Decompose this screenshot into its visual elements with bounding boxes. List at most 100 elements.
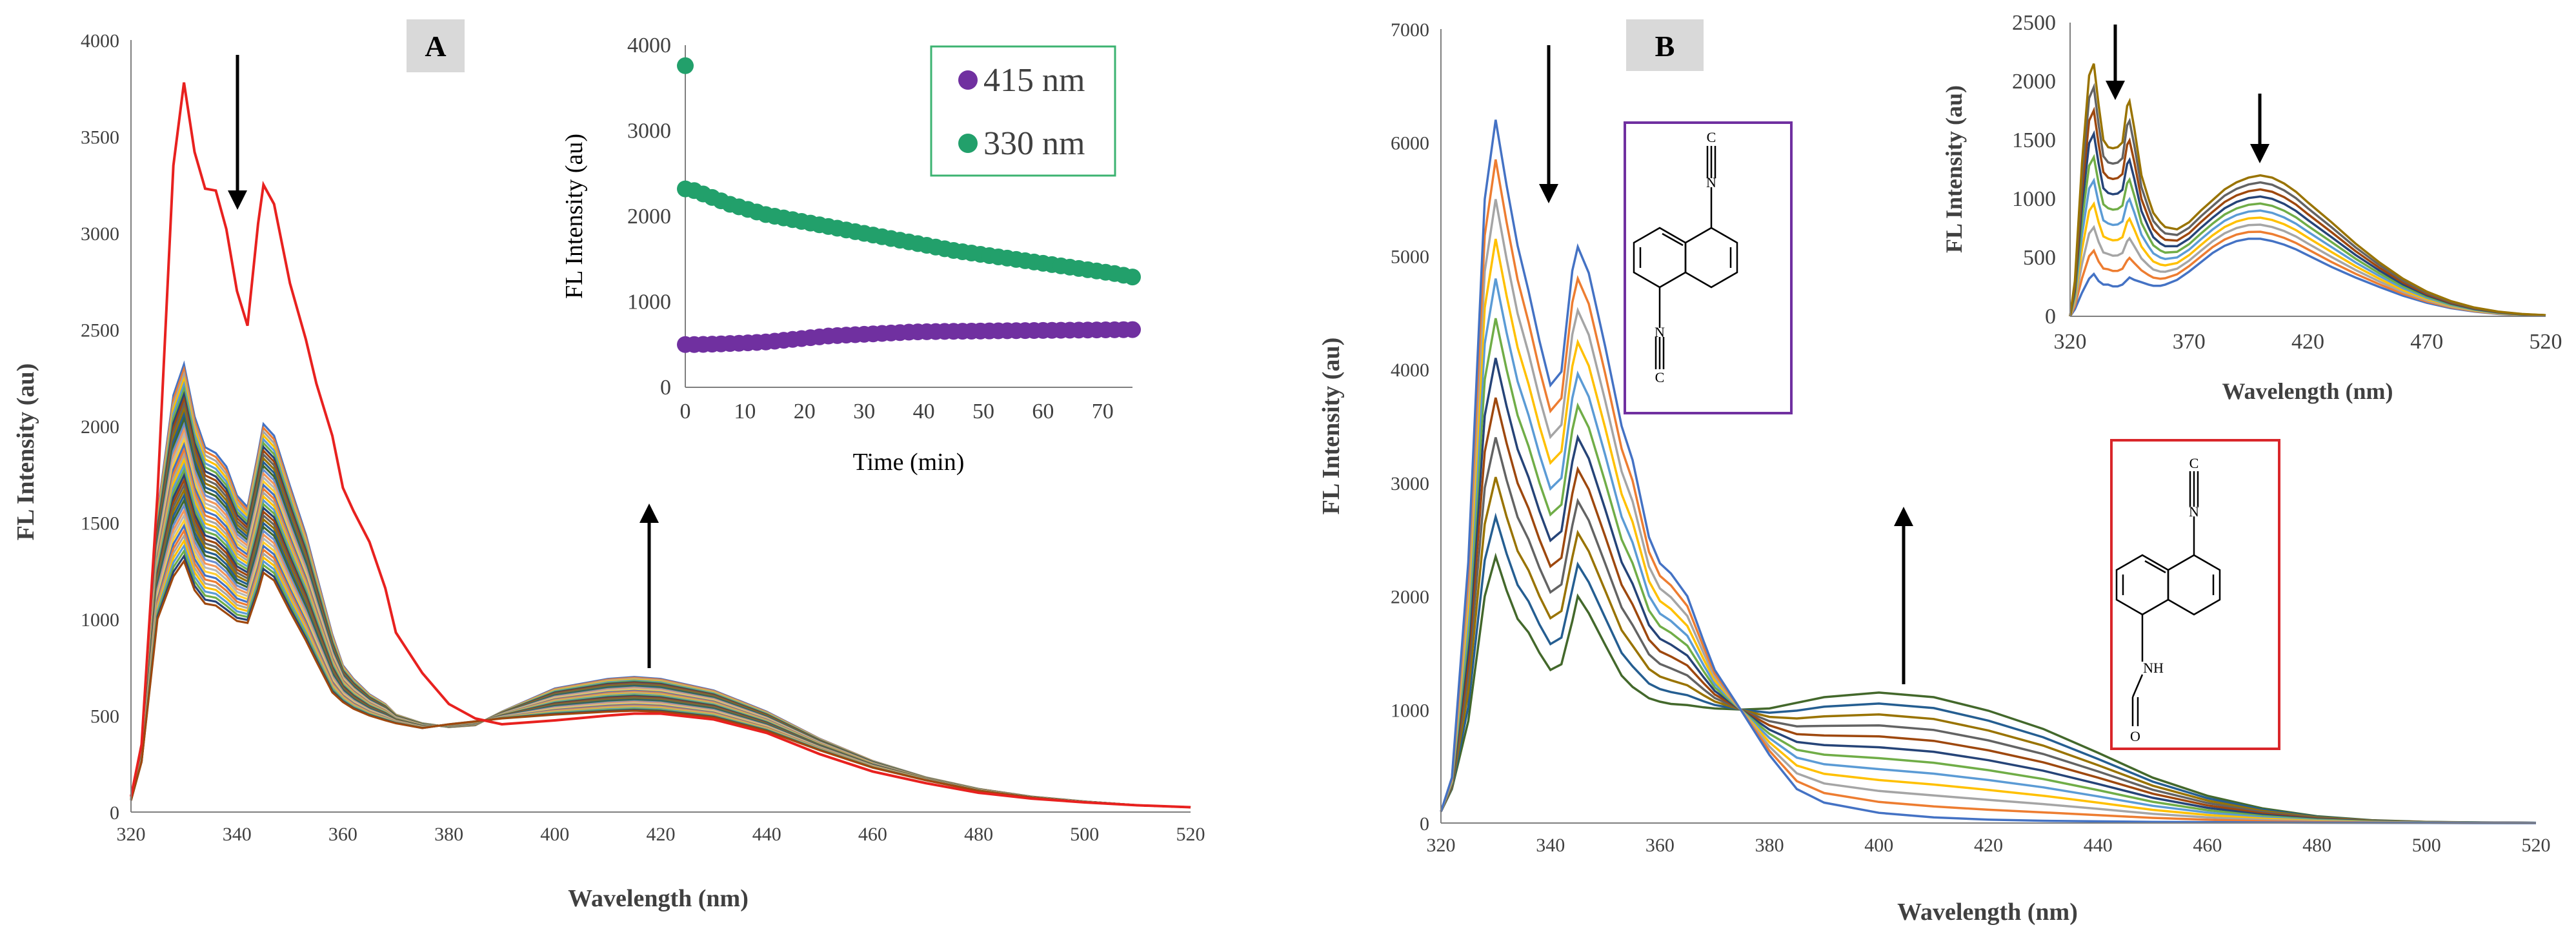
panel-a-x-tick-label: 480	[964, 824, 993, 845]
panel-a-initial-spectrum-line	[130, 82, 1191, 809]
inset-a-x-tick-label: 10	[734, 400, 756, 423]
inset-b-x-axis-title: Wavelength (nm)	[2222, 378, 2393, 404]
panel-b-spectrum-line	[1440, 159, 2537, 824]
panel-b-x-tick-label: 460	[2193, 835, 2222, 856]
panel-b-x-tick-label: 360	[1645, 835, 1675, 856]
panel-a-x-axis-title: Wavelength (nm)	[568, 885, 749, 912]
inset-b-y-axis-title: FL Intensity (au)	[1941, 85, 1967, 253]
legend-330-marker	[958, 134, 978, 153]
inset-b-y-tick-label: 2500	[2012, 11, 2056, 35]
panel-a-spectra-group	[130, 82, 1191, 809]
inset-a-y-tick-label: 1000	[627, 290, 671, 314]
svg-text:C: C	[1707, 129, 1716, 145]
inset-a-y-tick-label: 3000	[627, 119, 671, 143]
panel-b-y-tick-label: 1000	[1391, 700, 1429, 721]
inset-a-point-415	[1124, 321, 1141, 338]
inset-b-y-ticks: 0 500 1000 1500 2000 2500	[2012, 11, 2056, 329]
svg-text:N: N	[1655, 324, 1665, 340]
panel-a-x-tick-label: 320	[117, 824, 146, 845]
panel-b-x-tick-label: 520	[2522, 835, 2551, 856]
panel-b-spectrum-line	[1440, 199, 2537, 824]
inset-a-point-330-initial	[677, 57, 694, 74]
inset-b-spectrum-line	[2069, 238, 2546, 317]
inset-a-points	[677, 57, 1141, 353]
panel-b-spectrum-line	[1440, 552, 2537, 824]
panel-a-x-tick-label: 460	[858, 824, 887, 845]
panel-b-y-tick-label: 6000	[1391, 133, 1429, 154]
panel-b-spectrum-line	[1440, 278, 2537, 824]
panel-b-main-chart: 320 340 360 380 400 420 440 460 480 500 520 0 1000 2…	[1318, 19, 2551, 926]
svg-text:N: N	[2189, 504, 2199, 520]
svg-text:N: N	[1706, 174, 1716, 190]
inset-a-x-tick-label: 60	[1032, 400, 1054, 423]
inset-a-legend-box	[930, 45, 1116, 177]
panel-a-x-tick-label: 340	[223, 824, 252, 845]
panel-a-x-tick-label: 520	[1176, 824, 1205, 845]
panel-b-spectrum-line	[1440, 437, 2537, 824]
panel-b-x-tick-label: 320	[1427, 835, 1456, 856]
inset-a-x-tick-label: 50	[972, 400, 994, 423]
panel-a-x-tick-label: 500	[1070, 824, 1099, 845]
inset-b-x-tick-label: 370	[2173, 330, 2206, 354]
panel-a-y-tick-label: 500	[90, 706, 119, 727]
panel-a-y-axis-title: FL Intensity (au)	[12, 363, 39, 540]
inset-a-y-ticks: 0 1000 2000 3000 4000	[627, 34, 671, 400]
inset-b-x-tick-label: 470	[2410, 330, 2443, 354]
panel-b-spectrum-line	[1440, 476, 2537, 824]
inset-a-x-ticks: 0 10 20 30 40 50 60 70	[680, 400, 1114, 423]
panel-a-y-tick-label: 2000	[81, 416, 119, 438]
structure-diisocyanonaphthalene: C N N C	[1624, 121, 1793, 414]
panel-a-x-tick-label: 380	[434, 824, 463, 845]
inset-b-spectrum-line	[2069, 201, 2546, 317]
inset-b-x-tick-label: 420	[2291, 330, 2324, 354]
inset-b-y-tick-label: 1500	[2012, 128, 2056, 152]
panel-a-y-tick-label: 4000	[81, 30, 119, 52]
inset-b-y-tick-label: 500	[2023, 246, 2056, 270]
inset-b-x-tick-label: 320	[2054, 330, 2087, 354]
inset-a-y-tick-label: 2000	[627, 205, 671, 229]
svg-text:NH: NH	[2143, 660, 2164, 676]
panel-a-x-ticks: 320 340 360 380 400 420 440 460 480 500 520	[117, 824, 1205, 845]
panel-b-y-tick-label: 3000	[1391, 473, 1429, 494]
inset-a-x-tick-label: 70	[1092, 400, 1114, 423]
panel-b-y-ticks: 0 1000 2000 3000 4000 5000 6000 7000	[1391, 19, 1429, 835]
panel-b-y-tick-label: 4000	[1391, 360, 1429, 381]
panel-b-spectrum-line	[1440, 238, 2537, 824]
panel-a-inset-chart: 0 10 20 30 40 50 60 70 0 1000 2000 3000 4000 Time (…	[561, 34, 1141, 476]
panel-b-y-tick-label: 5000	[1391, 246, 1429, 267]
panel-a-y-tick-label: 3500	[81, 127, 119, 148]
legend-330-label: 330 nm	[983, 125, 1085, 162]
inset-b-spectrum-line	[2069, 106, 2546, 317]
panel-b-spectrum-line	[1440, 318, 2537, 824]
panel-b-inset-chart: 320 370 420 470 520 0 500 1000 1500 2000 2500 Wav…	[1941, 11, 2562, 404]
inset-b-spectrum-line	[2069, 154, 2546, 317]
inset-b-spectrum-line	[2069, 130, 2546, 317]
panel-a-x-tick-label: 440	[752, 824, 781, 845]
panel-b-x-tick-label: 400	[1864, 835, 1893, 856]
structure-2-box	[2110, 439, 2280, 750]
panel-a-spectrum-line	[130, 416, 1191, 809]
panel-b-x-tick-label: 380	[1755, 835, 1784, 856]
inset-a-y-axis-title: FL Intensity (au)	[561, 134, 588, 299]
panel-b-spectrum-line	[1440, 119, 2536, 824]
inset-b-spectrum-line	[2069, 63, 2546, 317]
panel-b-tag: B	[1655, 30, 1675, 63]
panel-a-x-tick-label: 420	[647, 824, 676, 845]
panel-a-main-chart: 320 340 360 380 400 420 440 460 480 500 520 050010…	[12, 19, 1205, 912]
inset-b-spectrum-line	[2069, 223, 2546, 317]
panel-b-spectrum-line	[1440, 512, 2537, 824]
panel-a-y-tick-label: 1500	[81, 513, 119, 534]
panel-b-x-tick-label: 440	[2084, 835, 2113, 856]
panel-a-spectrum-line	[130, 421, 1191, 809]
inset-a-x-tick-label: 20	[794, 400, 816, 423]
panel-b-x-tick-label: 340	[1536, 835, 1565, 856]
inset-b-y-tick-label: 1000	[2012, 187, 2056, 211]
panel-a-tag-box	[407, 19, 465, 72]
panel-b-x-tick-label: 500	[2412, 835, 2441, 856]
panel-a-y-tick-label: 2500	[81, 320, 119, 341]
inset-a-x-tick-label: 30	[853, 400, 875, 423]
inset-b-spectrum-line	[2069, 178, 2546, 317]
structure-formamide-product: C N NH O	[2110, 439, 2280, 750]
panel-b-y-axis-title: FL Intensity (au)	[1318, 338, 1345, 514]
inset-a-x-axis-title: Time (min)	[853, 449, 965, 476]
